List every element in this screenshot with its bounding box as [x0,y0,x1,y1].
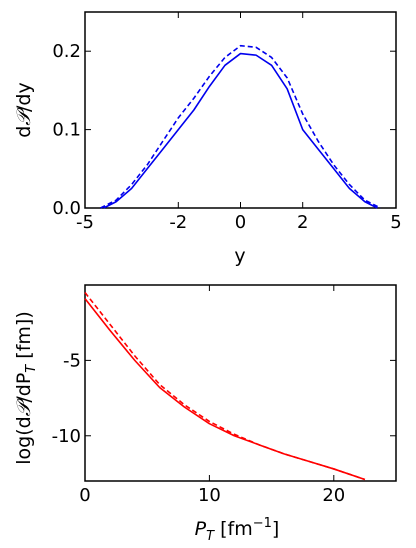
top-plot-frame [84,11,397,209]
bottom-x-axis-label-var: P [195,518,207,540]
top-x-tick-label: -5 [76,212,94,233]
top-series-group [100,44,381,209]
top-series-dashed-line [100,44,381,209]
bottom-series-group [84,292,366,481]
bottom-y-tick-label: -10 [52,426,81,447]
bottom-y-axis-label-pre: log(d [13,416,35,464]
bottom-x-axis-label-unit-sup: −1 [253,516,272,531]
bottom-y-tick-label: -5 [63,350,81,371]
bottom-x-tick-label: 0 [79,485,90,506]
top-y-tick-label: 0.2 [52,41,81,62]
bottom-x-axis-label-unit-pre: [fm [214,518,253,540]
bottom-y-axis-label-mid: /dP [13,373,35,403]
bottom-x-tick-label: 20 [322,485,345,506]
bottom-x-tick-label: 10 [198,485,221,506]
top-x-tick-label: -2 [169,212,187,233]
bottom-y-axis-label: log(d𝒫/dPT [fm]) [13,311,39,465]
top-x-tick-label: 5 [390,212,401,233]
bottom-series-dashed-line [84,292,366,481]
top-chart: -5 -2 0 2 5 0.0 0.1 0.2 y d𝒫/dy [13,11,402,267]
bottom-plot-frame [84,284,397,482]
bottom-chart: 0 10 20-5-10 PT [fm−1] log(d𝒫/dPT [fm]) [13,284,397,544]
bottom-y-axis-label-sub: T [24,364,39,373]
bottom-x-axis-label-unit-post: ] [272,518,279,540]
top-y-tick-label: 0.0 [52,198,81,219]
top-x-axis-label: y [234,245,245,267]
top-x-tick-label: 2 [297,212,308,233]
bottom-ticks: 0 10 20 -5 -10 [52,285,396,506]
top-ticks: -5 -2 0 2 5 0.0 0.1 0.2 [52,12,402,233]
bottom-x-axis-label-sub: T [206,529,215,544]
top-y-axis-label-pre: d [13,126,35,138]
bottom-series-solid-line [84,298,366,481]
bottom-y-axis-label-post: [fm]) [13,311,35,364]
top-y-axis-label: d𝒫/dy [13,82,35,137]
bottom-x-axis-label: PT [fm−1] [195,516,280,544]
top-x-tick-label: 0 [235,212,246,233]
top-series-solid-line [103,52,378,209]
top-y-tick-label: 0.1 [52,120,81,141]
top-y-axis-label-post: /dy [13,82,35,112]
